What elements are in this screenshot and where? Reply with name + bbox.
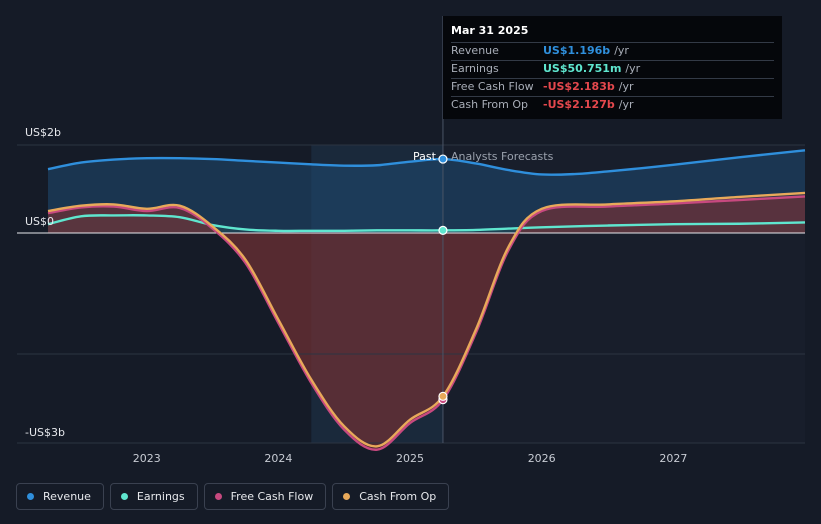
tooltip-row-cash-from-op: Cash From Op -US$2.127b /yr	[451, 96, 774, 114]
tooltip-value: -US$2.127b	[543, 98, 615, 111]
legend-item-cash-from-op[interactable]: Cash From Op	[332, 483, 450, 510]
x-tick-label: 2023	[133, 452, 161, 465]
x-tick-label: 2025	[396, 452, 424, 465]
marker-cash-from-op	[438, 391, 448, 401]
line-cash-from-op	[47, 191, 806, 448]
tooltip-value: -US$2.183b	[543, 80, 615, 93]
legend-item-revenue[interactable]: Revenue	[16, 483, 104, 510]
x-tick-label: 2026	[528, 452, 556, 465]
tooltip-row-free-cash-flow: Free Cash Flow -US$2.183b /yr	[451, 78, 774, 96]
line-revenue	[47, 149, 806, 176]
x-tick-label: 2024	[264, 452, 292, 465]
legend: Revenue Earnings Free Cash Flow Cash Fro…	[16, 483, 450, 510]
marker-revenue	[438, 154, 448, 164]
tooltip-label: Free Cash Flow	[451, 80, 534, 93]
legend-dot-icon	[120, 493, 128, 500]
tooltip: Mar 31 2025 Revenue US$1.196b /yr Earnin…	[443, 16, 782, 119]
tooltip-label: Cash From Op	[451, 98, 529, 111]
tooltip-unit: /yr	[618, 98, 634, 111]
tooltip-value: US$1.196b	[543, 44, 611, 57]
legend-dot-icon	[214, 493, 222, 500]
tooltip-unit: /yr	[618, 80, 634, 93]
marker-earnings	[438, 225, 448, 235]
legend-item-earnings[interactable]: Earnings	[109, 483, 198, 510]
tooltip-label: Earnings	[451, 62, 499, 75]
tooltip-row-earnings: Earnings US$50.751m /yr	[451, 60, 774, 78]
legend-label: Revenue	[43, 490, 91, 503]
area-cash-from-op	[48, 192, 805, 447]
area-free-cash-flow	[48, 196, 805, 450]
tooltip-label: Revenue	[451, 44, 499, 57]
tooltip-unit: /yr	[625, 62, 641, 75]
tooltip-date: Mar 31 2025	[451, 24, 529, 37]
legend-item-free-cash-flow[interactable]: Free Cash Flow	[203, 483, 327, 510]
line-earnings	[47, 214, 806, 233]
legend-label: Cash From Op	[359, 490, 437, 503]
line-free-cash-flow	[47, 195, 806, 451]
tooltip-row-revenue: Revenue US$1.196b /yr	[451, 42, 774, 60]
legend-label: Earnings	[136, 490, 185, 503]
tooltip-unit: /yr	[614, 44, 629, 57]
y-tick-label: -US$3b	[25, 426, 65, 439]
y-tick-label: US$0	[25, 215, 54, 228]
tooltip-value: US$50.751m	[543, 62, 622, 75]
x-tick-label: 2027	[659, 452, 687, 465]
legend-dot-icon	[343, 493, 351, 500]
y-tick-label: US$2b	[25, 126, 61, 139]
legend-dot-icon	[27, 493, 34, 500]
legend-label: Free Cash Flow	[230, 490, 314, 503]
forecast-label: Analysts Forecasts	[451, 150, 554, 163]
past-label: Past	[413, 150, 437, 163]
